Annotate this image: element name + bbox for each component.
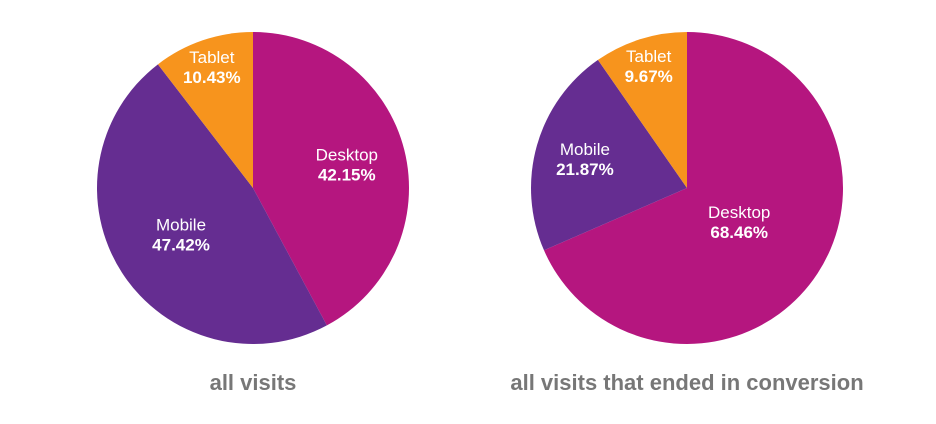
chart-title: all visits that ended in conversion — [510, 370, 863, 395]
pie-slice-mobile — [97, 64, 327, 345]
slice-value-tablet: 10.43% — [183, 68, 241, 87]
slice-value-desktop: 68.46% — [710, 223, 768, 242]
pie-slice-desktop — [253, 32, 410, 326]
slice-label-tablet: Tablet — [189, 48, 235, 67]
pie-slices — [97, 32, 410, 345]
chart-title: all visits — [210, 370, 297, 395]
slice-label-desktop: Desktop — [708, 203, 770, 222]
pie-slice-tablet — [597, 32, 687, 188]
pie-slice-desktop — [543, 32, 844, 344]
slice-value-desktop: 42.15% — [318, 165, 376, 184]
slice-label-desktop: Desktop — [316, 145, 378, 164]
slice-value-tablet: 9.67% — [625, 67, 673, 86]
slice-value-mobile: 47.42% — [152, 236, 210, 255]
pie-slices — [531, 32, 844, 344]
pie-slice-tablet — [157, 32, 253, 188]
slice-label-tablet: Tablet — [626, 47, 672, 66]
slice-value-mobile: 21.87% — [556, 160, 614, 179]
slice-label-mobile: Mobile — [560, 140, 610, 159]
slice-label-mobile: Mobile — [156, 216, 206, 235]
pie-slice-mobile — [531, 59, 687, 251]
